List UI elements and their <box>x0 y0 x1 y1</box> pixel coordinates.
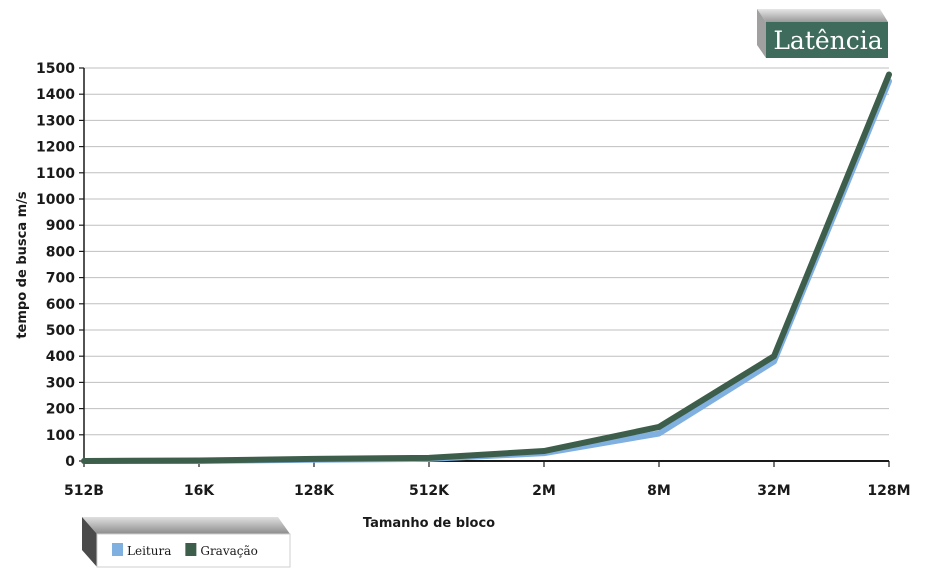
y-tick-label: 700 <box>46 271 75 287</box>
x-tick-label: 512K <box>409 483 450 499</box>
series-line-gravacao <box>81 71 892 464</box>
y-tick-label: 1100 <box>36 166 75 182</box>
x-tick-labels: 512B 16K 128K 512K 2M 8M 32M 128M <box>64 461 911 499</box>
series-line-leitura <box>81 78 892 464</box>
series-lines <box>81 71 892 464</box>
chart-title: Latência <box>773 26 882 55</box>
x-tick-label: 128K <box>294 483 335 499</box>
legend-side-face <box>82 517 97 567</box>
y-tick-label: 1300 <box>36 113 75 129</box>
y-tick-label: 200 <box>46 402 75 418</box>
badge-side-face <box>757 9 766 58</box>
y-tick-label: 400 <box>46 349 75 365</box>
y-tick-label: 500 <box>46 323 75 339</box>
badge-top-face <box>757 9 888 22</box>
badge-front-face <box>766 22 888 58</box>
y-tick-label: 900 <box>46 218 75 234</box>
legend-label: Gravação <box>200 544 258 558</box>
y-tick-label: 300 <box>46 375 75 391</box>
y-tick-label: 1500 <box>36 61 75 77</box>
x-tick-label: 32M <box>757 483 790 499</box>
x-tick-label: 8M <box>647 483 671 499</box>
title-badge: Latência <box>757 9 888 58</box>
y-tick-labels: 0 100 200 300 400 500 600 700 800 900 1000 1100 1200… <box>36 61 84 470</box>
legend-top-face <box>82 517 290 534</box>
x-tick-label: 128M <box>867 483 910 499</box>
y-tick-label: 1000 <box>36 192 75 208</box>
y-axis-title: tempo de busca m/s <box>15 191 30 339</box>
legend: Leitura Gravação <box>82 517 291 568</box>
x-tick-label: 512B <box>64 483 104 499</box>
x-tick-label: 2M <box>532 483 556 499</box>
y-tick-label: 0 <box>65 454 75 470</box>
x-axis-title: Tamanho de bloco <box>363 516 495 531</box>
legend-swatch <box>185 543 197 556</box>
y-tick-label: 1400 <box>36 87 75 103</box>
grid-lines <box>84 67 889 436</box>
y-tick-label: 1200 <box>36 140 75 156</box>
y-tick-label: 100 <box>46 428 75 444</box>
y-tick-label: 600 <box>46 297 75 313</box>
legend-swatch <box>112 543 123 556</box>
x-tick-label: 16K <box>184 483 215 499</box>
legend-items: Leitura Gravação <box>112 543 258 558</box>
legend-label: Leitura <box>127 544 171 558</box>
y-tick-label: 800 <box>46 244 75 260</box>
